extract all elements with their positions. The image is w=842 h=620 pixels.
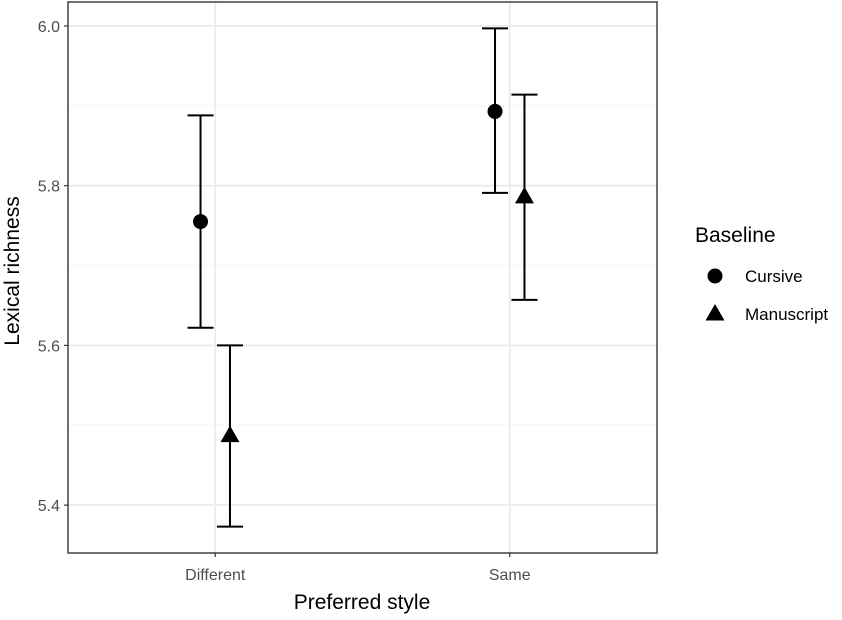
legend-marker-manuscript xyxy=(705,304,725,321)
legend-label-manuscript: Manuscript xyxy=(745,305,828,324)
grid-layer xyxy=(68,2,657,553)
legend-item-cursive: Cursive xyxy=(707,267,803,286)
legend-label-cursive: Cursive xyxy=(745,267,803,286)
x-axis-title: Preferred style xyxy=(294,591,431,614)
legend-item-manuscript: Manuscript xyxy=(705,304,828,324)
y-tick-label: 5.8 xyxy=(38,179,60,196)
y-tick-label: 5.4 xyxy=(38,498,60,515)
data-layer xyxy=(187,27,538,528)
series-cursive xyxy=(187,27,509,329)
x-tick-label: Different xyxy=(185,567,246,584)
x-tick-label: Same xyxy=(489,567,531,584)
y-axis-title: Lexical richness xyxy=(1,196,24,345)
data-point-manuscript-same xyxy=(514,186,534,204)
axis-layer: 5.4 5.6 5.8 6.0 Different Same xyxy=(38,19,531,584)
legend: Baseline Cursive Manuscript xyxy=(695,224,828,324)
series-manuscript xyxy=(216,93,538,528)
data-point-cursive-different xyxy=(193,214,209,230)
y-tick-label: 6.0 xyxy=(38,19,60,36)
data-point-manuscript-different xyxy=(220,425,240,443)
legend-title: Baseline xyxy=(695,224,776,247)
y-tick-label: 5.6 xyxy=(38,338,60,355)
data-point-cursive-same xyxy=(487,103,503,119)
plot-panel-border xyxy=(67,1,658,554)
legend-marker-cursive xyxy=(707,268,723,284)
legend-items: Cursive Manuscript xyxy=(705,267,828,324)
